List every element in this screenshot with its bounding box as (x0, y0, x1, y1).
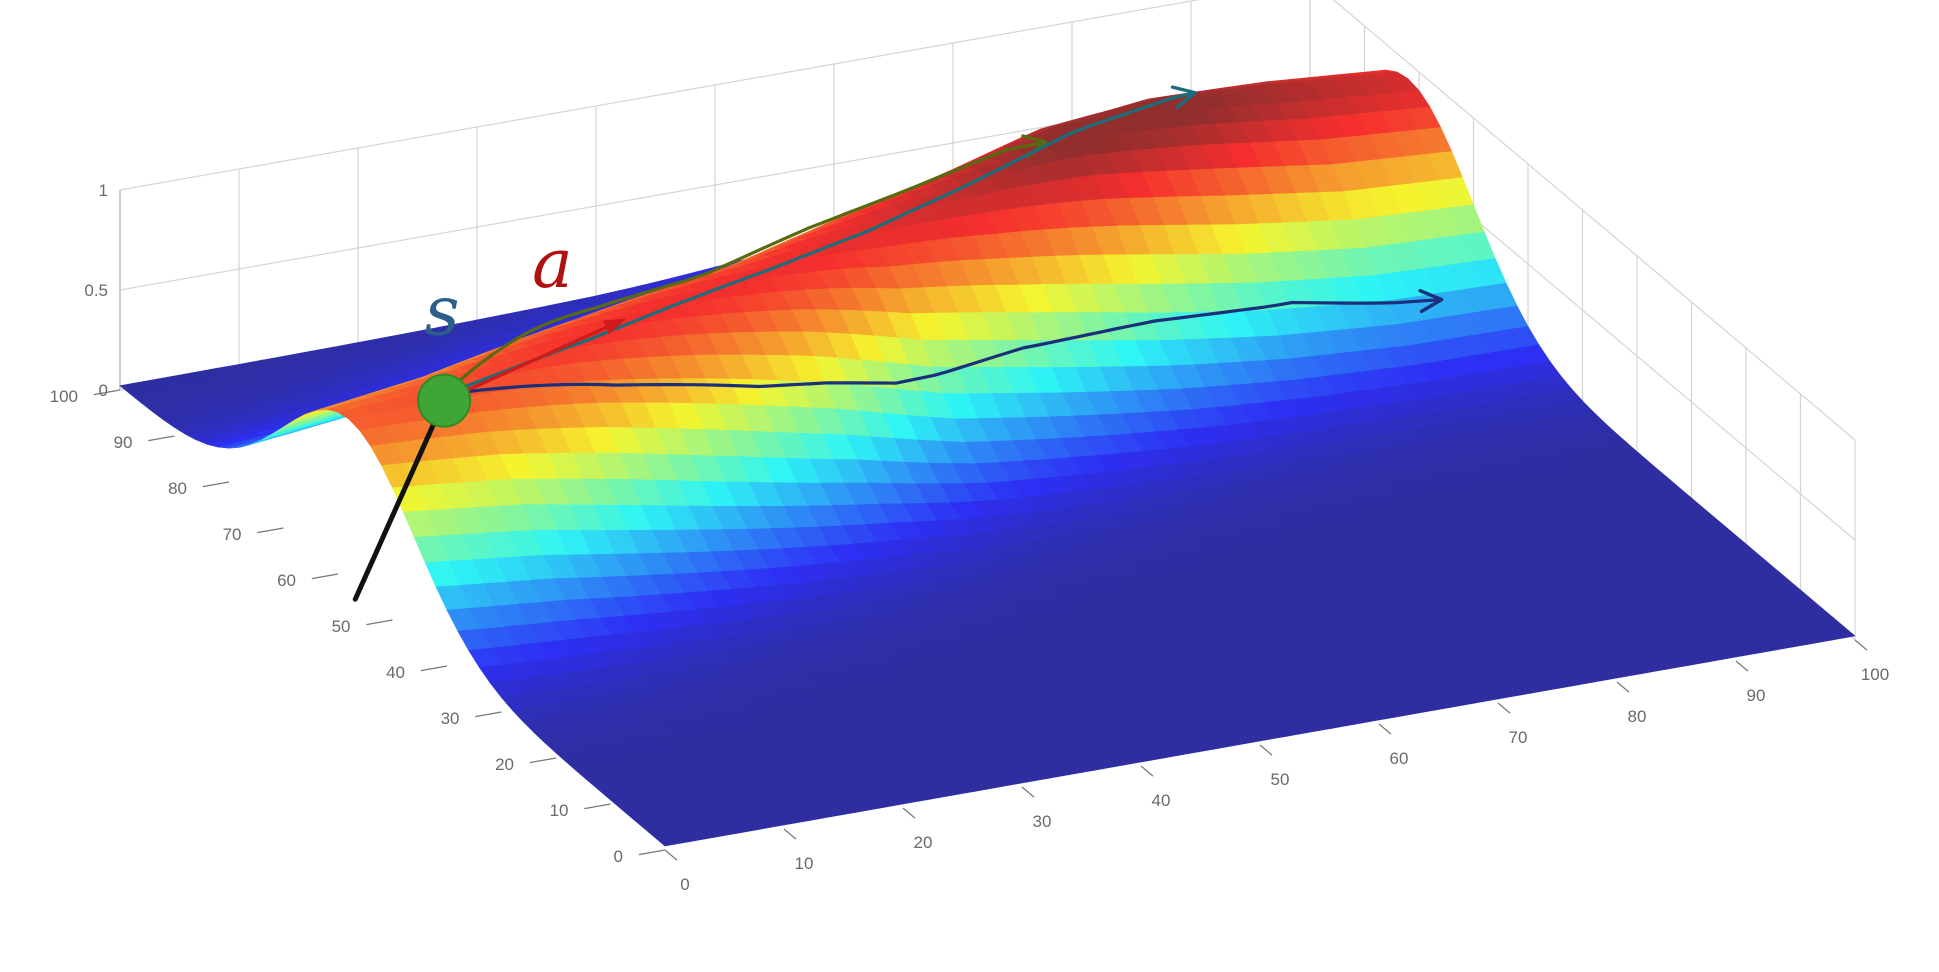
markers: as (352, 225, 627, 602)
state-label: s (425, 273, 460, 352)
x-tick-mark (664, 849, 678, 861)
y-tick-mark (93, 389, 121, 396)
y-tick-mark (366, 619, 393, 626)
y-tick-mark (148, 435, 175, 442)
x-tick-mark (1735, 660, 1749, 672)
trajectories (442, 85, 1444, 397)
y-tick-mark (475, 711, 502, 718)
y-tick-mark (584, 803, 611, 810)
y-tick-mark (311, 573, 339, 580)
y-tick-label: 20 (495, 755, 514, 774)
x-tick-label: 0 (680, 875, 689, 894)
x-tick-label: 70 (1509, 728, 1528, 747)
z-tick-label: 0 (99, 381, 108, 400)
y-tick-label: 80 (168, 479, 187, 498)
x-tick-label: 90 (1747, 686, 1766, 705)
y-tick-label: 100 (50, 387, 78, 406)
trajectory-3 (442, 288, 1444, 397)
x-tick-mark (1378, 723, 1392, 735)
grid-line (119, 0, 1201, 191)
incoming-path (352, 398, 447, 602)
x-tick-mark (783, 828, 797, 840)
x-tick-mark (902, 807, 916, 819)
y-tick-mark (257, 527, 284, 534)
y-tick-label: 60 (277, 571, 296, 590)
x-tick-mark (1497, 702, 1511, 714)
y-tick-label: 70 (223, 525, 242, 544)
x-tick-label: 80 (1628, 707, 1647, 726)
surface-patch (1819, 626, 1856, 641)
y-tick-label: 0 (614, 847, 623, 866)
x-tick-label: 50 (1271, 770, 1290, 789)
trajectory-1 (442, 134, 1048, 397)
state-marker (417, 373, 472, 428)
y-tick-label: 10 (550, 801, 569, 820)
surface-mesh (119, 69, 1856, 847)
trajectory-2 (442, 85, 1197, 397)
x-tick-label: 60 (1390, 749, 1409, 768)
x-tick-label: 20 (914, 833, 933, 852)
axis-ticks: 0102030405060708090100010203040506070809… (50, 181, 1890, 894)
y-tick-label: 90 (114, 433, 133, 452)
y-tick-mark (420, 665, 448, 672)
x-tick-mark (1616, 681, 1630, 693)
y-tick-mark (529, 757, 557, 764)
x-tick-mark (1140, 765, 1154, 777)
x-tick-label: 30 (1033, 812, 1052, 831)
x-tick-mark (1854, 639, 1868, 651)
action-arrow (443, 318, 627, 403)
grid-line (1332, 0, 1856, 441)
y-tick-mark (638, 849, 666, 856)
x-tick-label: 100 (1861, 665, 1889, 684)
y-tick-label: 30 (441, 709, 460, 728)
z-tick-label: 0.5 (84, 281, 108, 300)
z-tick-label: 1 (99, 181, 108, 200)
x-tick-label: 10 (795, 854, 814, 873)
y-tick-mark (202, 481, 230, 488)
x-tick-mark (1021, 786, 1035, 798)
y-tick-label: 50 (332, 617, 351, 636)
x-tick-label: 40 (1152, 791, 1171, 810)
action-label: a (532, 225, 573, 304)
x-tick-mark (1259, 744, 1273, 756)
y-tick-label: 40 (386, 663, 405, 682)
